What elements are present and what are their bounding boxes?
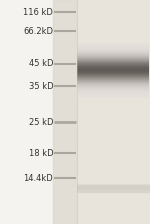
Bar (53, 0, 150, 224)
Text: 18 kD: 18 kD (29, 149, 53, 158)
Bar (0, 0, 53, 224)
Bar (76, 0, 150, 224)
Text: 66.2kD: 66.2kD (23, 27, 53, 36)
Bar (53, 0, 76, 224)
Text: 35 kD: 35 kD (29, 82, 53, 91)
Text: 14.4kD: 14.4kD (24, 174, 53, 183)
Text: 116 kD: 116 kD (23, 8, 53, 17)
Text: 45 kD: 45 kD (29, 59, 53, 68)
Text: 25 kD: 25 kD (29, 118, 53, 127)
